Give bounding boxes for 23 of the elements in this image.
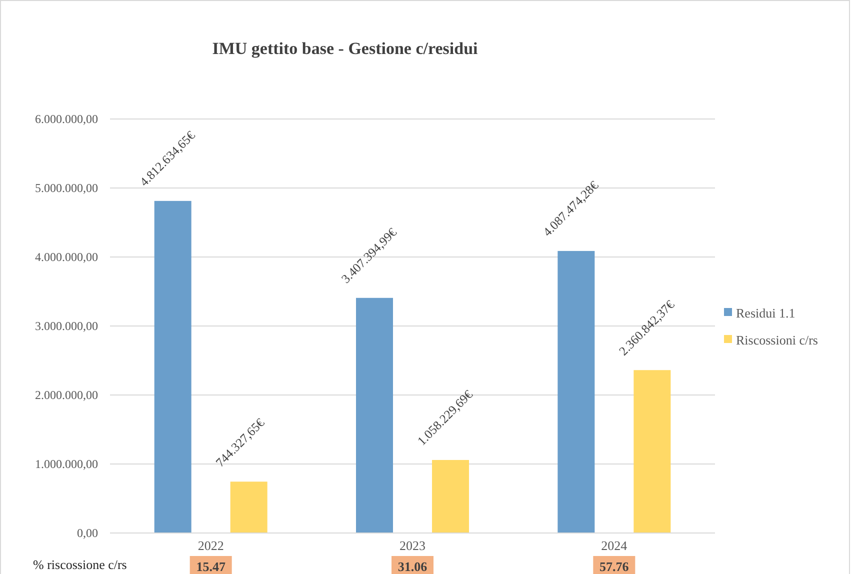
x-tick-label: 2023 [400,538,426,553]
bar [432,460,469,533]
bar [356,298,393,533]
text: 31.06 [398,559,428,574]
x-tick-label: 2024 [601,538,628,553]
bar [154,200,192,533]
y-tick-label: 4.000.000,00 [35,250,98,264]
bar [634,370,671,533]
text: 57.76 [600,559,630,574]
x-tick-label: 2022 [198,538,224,553]
text: 15.47 [196,559,226,574]
y-tick-label: 0,00 [77,526,98,540]
y-tick-label: 3.000.000,00 [35,319,98,334]
y-tick-label: 5.000.000,00 [35,181,98,196]
text: % riscossione c/rs [33,557,127,572]
chart-title: IMU gettito base - Gestione c/residui [212,39,478,58]
y-tick-label: 6.000.000,00 [35,112,98,126]
legend-label: Residui 1.1 [736,306,796,321]
bar [230,482,268,533]
bar [558,250,595,533]
y-tick-label: 2.000.000,00 [35,388,98,402]
legend-label: Riscossioni c/rs [736,332,818,348]
y-tick-label: 1.000.000,00 [35,457,98,472]
